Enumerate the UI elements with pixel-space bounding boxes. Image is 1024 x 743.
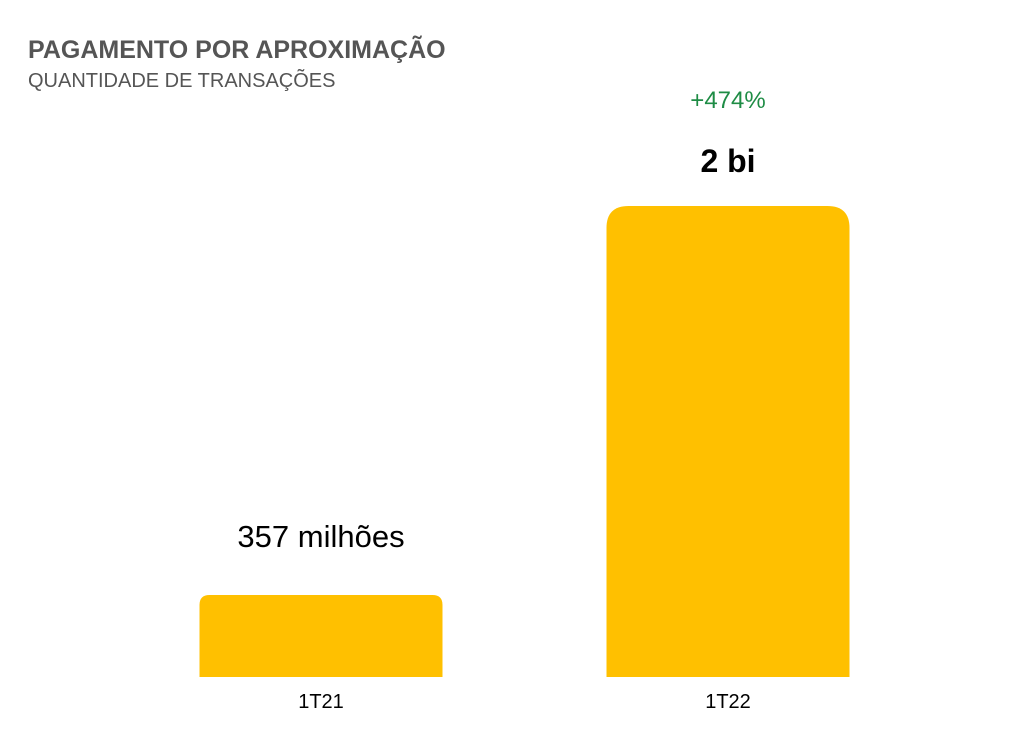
x-tick-label-1t21: 1T21 <box>298 691 344 713</box>
data-label-1t22: 2 bi <box>700 143 755 179</box>
chart-title: PAGAMENTO POR APROXIMAÇÃO <box>28 36 446 64</box>
growth-annotation: +474% <box>690 87 765 114</box>
data-label-1t21: 357 milhões <box>237 519 404 554</box>
x-tick-label-1t22: 1T22 <box>705 691 751 713</box>
bar-1t22 <box>606 206 850 677</box>
chart-subtitle: QUANTIDADE DE TRANSAÇÕES <box>28 70 336 92</box>
bar-1t21 <box>199 594 443 677</box>
